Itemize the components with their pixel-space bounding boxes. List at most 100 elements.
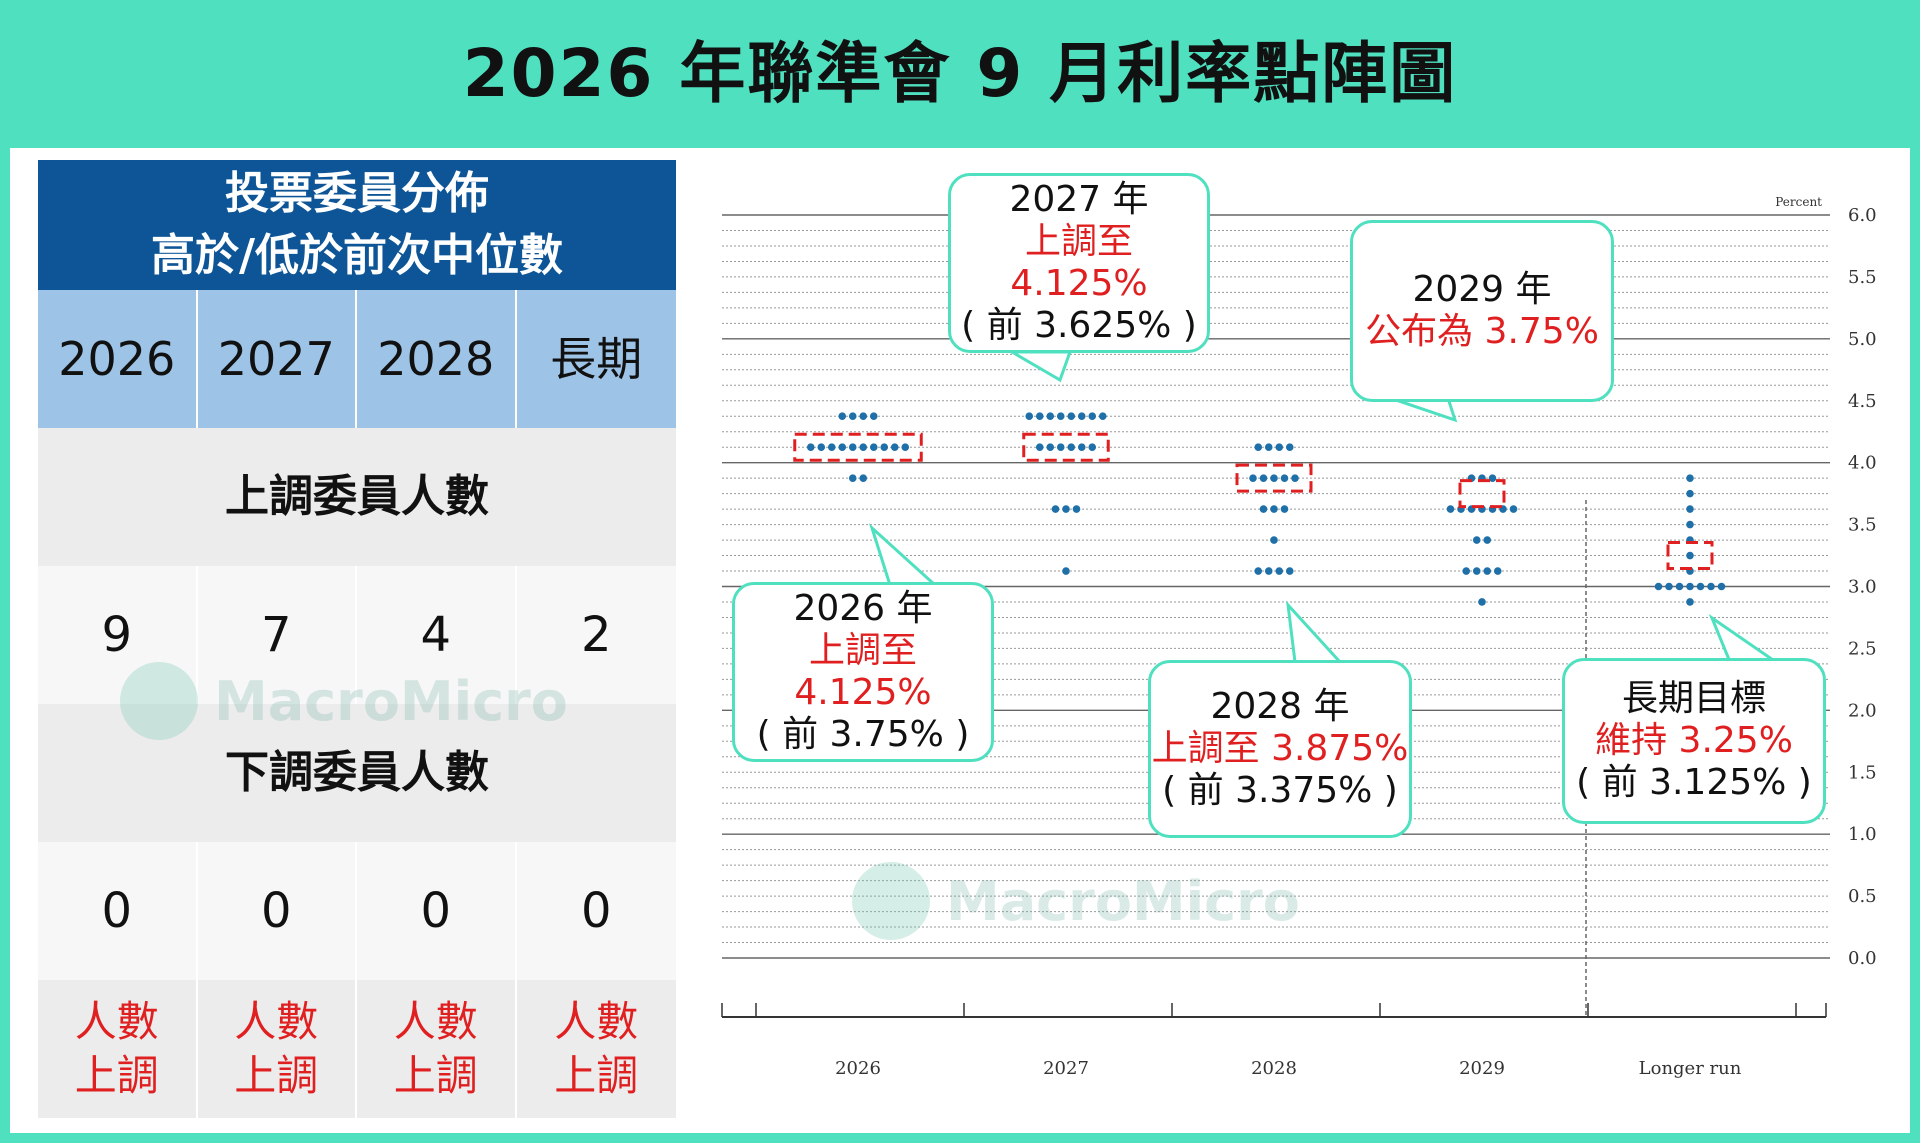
callout-tail-lr [1708,613,1781,664]
dot [1291,474,1299,482]
dot [1077,443,1086,451]
dot [1686,474,1694,482]
dot [1686,598,1694,606]
dot [1696,582,1705,591]
watermark-logo-icon [120,662,198,740]
chart-y-ticks: 0.0 0.5 1.0 1.5 2.0 2.5 3.0 3.5 4.0 4.5 5.0 5.5 6.0 [1848,205,1877,969]
up-count-cell: 9 [38,566,198,704]
dot [1686,489,1694,498]
watermark-text: MacroMicro [946,869,1300,933]
dot [1056,443,1065,451]
chart-dots [793,412,1726,606]
result-line2: 上調 [234,1051,319,1100]
dot [1259,474,1268,482]
table-year-row: 2026 2027 2028 長期 [38,290,676,428]
down-label-row: 下調委員人數 [38,704,676,842]
dot [869,443,878,451]
y-tick-label: 6.0 [1848,205,1877,226]
table-header-line1: 投票委員分佈 [225,168,489,219]
dot [1509,505,1518,513]
callout-tail-2026 [868,523,939,587]
callout-2026-year: 2026 年 [793,588,933,629]
table-header: 投票委員分佈 高於/低於前次中位數 [38,160,676,290]
dot [1488,474,1497,482]
y-tick-label: 4.0 [1848,453,1877,474]
result-line2: 上調 [74,1051,159,1100]
dot [1088,412,1097,421]
callout-2027-year: 2027 年 [1009,179,1149,220]
year-cell: 2026 [38,290,198,428]
result-cell: 人數 上調 [38,980,198,1118]
callout-lr-title: 長期目標 [1621,678,1766,719]
dot [869,412,878,421]
dot [1472,536,1481,544]
median-highlight-box [1666,541,1714,571]
dot [1493,567,1502,575]
dot [1264,567,1273,575]
dot [1270,536,1278,544]
dot [1056,412,1065,421]
dot [1478,598,1486,606]
dot [827,443,836,451]
down-count-cell: 0 [580,883,612,939]
dot [1254,443,1263,451]
callout-2029: 2029 年 公布為 3.75% [1350,220,1614,402]
down-count-cell: 0 [357,842,517,980]
dot [1270,505,1278,513]
down-count-cell: 0 [38,842,198,980]
y-tick-label: 1.5 [1848,762,1877,783]
median-highlight-box [793,432,923,462]
dot [1270,474,1278,482]
callout-2026: 2026 年 上調至 4.125% ( 前 3.75% ) [732,582,994,762]
callout-tail-2027 [1006,350,1073,383]
x-tick-label: Longer run [1639,1058,1742,1079]
callout-lr-value: 維持 3.25% [1595,720,1793,761]
x-tick-label: 2027 [1043,1058,1089,1079]
y-tick-label: 2.0 [1848,700,1877,721]
up-count-cell: 2 [580,607,612,663]
dot [901,443,910,451]
dot [817,443,826,451]
dot [848,474,857,482]
dot [1665,582,1673,591]
dot [1259,505,1268,513]
dot [1686,520,1694,529]
dot [1675,582,1684,591]
x-tick-label: 2028 [1251,1058,1297,1079]
callout-2026-change: 上調至 4.125% [794,630,932,713]
dot [1025,412,1034,421]
callout-2028: 2028 年 上調至 3.875% ( 前 3.375% ) [1148,660,1412,838]
y-tick-label: 0.0 [1848,948,1877,969]
up-label-row: 上調委員人數 [38,428,676,566]
callout-2027-change: 上調至 4.125% [1010,221,1148,304]
dot [1483,567,1492,575]
callout-2029-value: 公布為 3.75% [1365,311,1599,352]
watermark-text: MacroMicro [214,669,568,733]
dot [859,412,868,421]
dot [1654,582,1663,591]
dot [1062,567,1070,575]
callout-2027-prev: ( 前 3.625% ) [961,305,1197,346]
y-tick-label: 2.5 [1848,638,1877,659]
dot [1285,567,1294,575]
up-count-cell: 7 [198,566,357,704]
dot [1098,412,1107,421]
dot [1072,505,1081,513]
year-cell: 2028 [357,290,517,428]
page-title: 2026 年聯準會 9 月利率點陣圖 [462,35,1458,112]
dot [848,412,857,421]
result-line1: 人數 [74,997,159,1046]
result-cell: 人數 上調 [198,980,357,1118]
dot [1280,505,1289,513]
result-cell: 人數 上調 [357,980,517,1118]
callout-2028-change: 上調至 3.875% [1151,728,1409,769]
dot [859,474,868,482]
y-tick-label: 0.5 [1848,886,1877,907]
x-tick-label: 2029 [1459,1058,1505,1079]
dot [1035,412,1044,421]
chart-x-axis: 2026 2027 2028 2029 Longer run [721,1003,1827,1079]
up-count-cell: 4 [357,566,517,704]
dot [1088,443,1097,451]
median-highlight-box [1235,463,1313,493]
